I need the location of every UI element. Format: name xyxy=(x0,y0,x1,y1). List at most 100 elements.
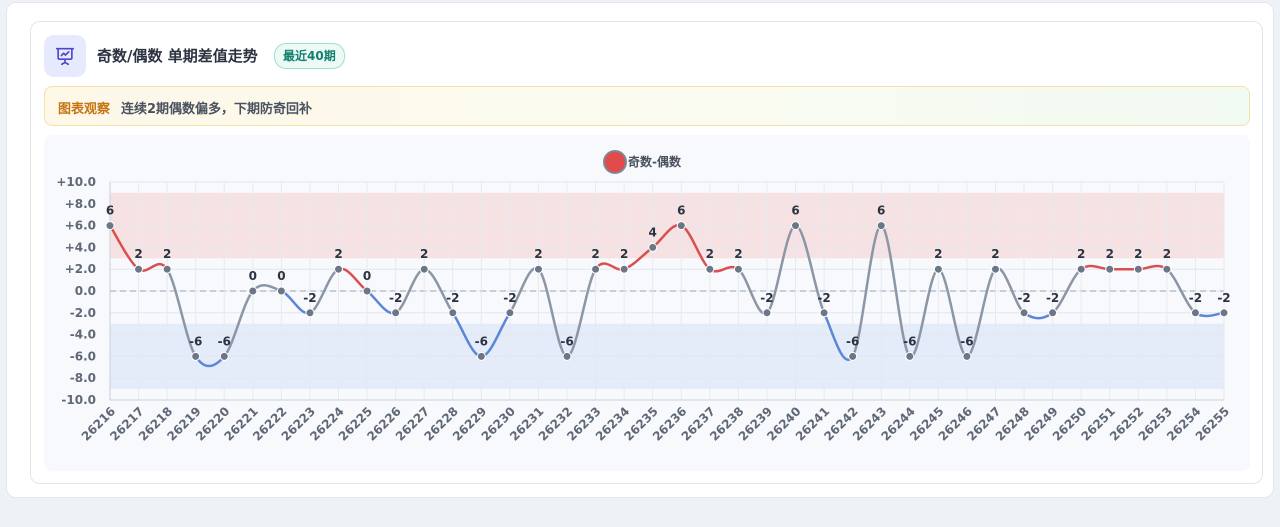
series-segment xyxy=(879,224,912,358)
data-point[interactable] xyxy=(533,264,543,274)
data-label: 2 xyxy=(420,247,428,261)
data-point[interactable] xyxy=(476,351,486,361)
data-label: 2 xyxy=(934,247,942,261)
data-point[interactable] xyxy=(990,264,1000,274)
data-label: 2 xyxy=(1106,247,1114,261)
series-segment xyxy=(165,267,197,358)
y-tick-label: -2.0 xyxy=(70,306,96,320)
data-point[interactable] xyxy=(848,351,858,361)
y-tick-label: +10.0 xyxy=(56,175,96,189)
data-label: -6 xyxy=(218,334,231,348)
presentation-chart-icon-glyph xyxy=(55,47,75,66)
data-point[interactable] xyxy=(1019,308,1029,318)
data-point[interactable] xyxy=(191,351,201,361)
data-point[interactable] xyxy=(505,308,515,318)
data-label: -2 xyxy=(1017,291,1030,305)
data-point[interactable] xyxy=(1048,308,1058,318)
data-point[interactable] xyxy=(733,264,743,274)
data-labels: 6 2 2 -6 -6 0 0 -2 2 0 -2 2 -2 -6 -2 2 -6 2 2 4 6 2 2 -2 6 -2 -6 6 -… xyxy=(106,204,1231,349)
data-label: 0 xyxy=(249,269,257,283)
data-label: -2 xyxy=(389,291,402,305)
observation-text: 连续2期偶数偏多，下期防奇回补 xyxy=(121,102,313,117)
y-tick-label: +4.0 xyxy=(65,240,96,254)
data-label: -6 xyxy=(903,334,916,348)
legend-marker[interactable] xyxy=(603,150,627,174)
data-point[interactable] xyxy=(305,308,315,318)
legend-label[interactable]: 奇数-偶数 xyxy=(628,154,682,169)
series-segment xyxy=(851,224,883,358)
data-point[interactable] xyxy=(819,308,829,318)
data-point[interactable] xyxy=(1219,308,1229,318)
data-point[interactable] xyxy=(419,264,429,274)
data-point[interactable] xyxy=(619,264,629,274)
data-point[interactable] xyxy=(676,221,686,231)
data-label: -2 xyxy=(1217,291,1230,305)
data-label: -2 xyxy=(760,291,773,305)
y-tick-label: +6.0 xyxy=(65,219,96,233)
data-point[interactable] xyxy=(648,242,658,252)
data-point[interactable] xyxy=(762,308,772,318)
data-label: -2 xyxy=(446,291,459,305)
y-tick-label: -4.0 xyxy=(70,328,96,342)
data-point[interactable] xyxy=(248,286,258,296)
data-label: 2 xyxy=(591,247,599,261)
data-point[interactable] xyxy=(391,308,401,318)
data-label: -6 xyxy=(189,334,202,348)
line-chart: +10.0 +8.0 +6.0 +4.0 +2.0 0.0 -2.0 -4.0 -6.0 -8.0… xyxy=(56,150,1232,444)
data-label: 4 xyxy=(649,225,657,239)
data-point[interactable] xyxy=(1190,308,1200,318)
data-label: 0 xyxy=(277,269,285,283)
data-point[interactable] xyxy=(791,221,801,231)
data-label: -2 xyxy=(503,291,516,305)
data-point[interactable] xyxy=(276,286,286,296)
data-label: -6 xyxy=(960,334,973,348)
data-label: 2 xyxy=(1077,247,1085,261)
y-tick-label: -8.0 xyxy=(70,371,96,385)
data-point[interactable] xyxy=(1076,264,1086,274)
data-point[interactable] xyxy=(448,308,458,318)
presentation-chart-icon xyxy=(44,35,86,77)
series-points xyxy=(105,221,1229,361)
legend[interactable]: 奇数-偶数 xyxy=(603,150,682,174)
data-point[interactable] xyxy=(905,351,915,361)
data-point[interactable] xyxy=(1162,264,1172,274)
observation-banner: 图表观察 连续2期偶数偏多，下期防奇回补 xyxy=(44,86,1250,126)
data-point[interactable] xyxy=(134,264,144,274)
data-point[interactable] xyxy=(876,221,886,231)
y-tick-label: -10.0 xyxy=(61,393,96,407)
data-label: 2 xyxy=(334,247,342,261)
data-label: -2 xyxy=(303,291,316,305)
y-tick-label: 0.0 xyxy=(75,284,96,298)
data-point[interactable] xyxy=(933,264,943,274)
period-badge: 最近40期 xyxy=(274,43,345,69)
data-point[interactable] xyxy=(162,264,172,274)
data-point[interactable] xyxy=(705,264,715,274)
y-tick-label: -6.0 xyxy=(70,349,96,363)
chart-card: 奇数/偶数 单期差值走势 最近40期 图表观察 连续2期偶数偏多，下期防奇回补 … xyxy=(30,21,1263,484)
data-label: 0 xyxy=(363,269,371,283)
data-point[interactable] xyxy=(219,351,229,361)
y-axis: +10.0 +8.0 +6.0 +4.0 +2.0 0.0 -2.0 -4.0 -6.0 -8.0… xyxy=(56,175,111,407)
x-axis: 2621626217262182621926220262212622226223… xyxy=(79,399,1232,444)
data-point[interactable] xyxy=(1133,264,1143,274)
y-tick-label: +2.0 xyxy=(65,262,96,276)
data-point[interactable] xyxy=(105,221,115,231)
y-tick-label: +8.0 xyxy=(65,197,96,211)
data-point[interactable] xyxy=(562,351,572,361)
data-label: 2 xyxy=(1134,247,1142,261)
data-label: 2 xyxy=(734,247,742,261)
data-label: 6 xyxy=(877,204,885,218)
data-point[interactable] xyxy=(591,264,601,274)
data-label: -6 xyxy=(560,334,573,348)
chart-title: 奇数/偶数 单期差值走势 xyxy=(97,47,258,65)
data-label: -6 xyxy=(846,334,859,348)
data-label: 2 xyxy=(134,247,142,261)
data-point[interactable] xyxy=(1105,264,1115,274)
data-label: 2 xyxy=(1163,247,1171,261)
data-point[interactable] xyxy=(962,351,972,361)
observation-tag: 图表观察 xyxy=(58,102,111,117)
data-label: 6 xyxy=(791,204,799,218)
data-point[interactable] xyxy=(362,286,372,296)
series-segment xyxy=(223,289,255,358)
data-point[interactable] xyxy=(334,264,344,274)
